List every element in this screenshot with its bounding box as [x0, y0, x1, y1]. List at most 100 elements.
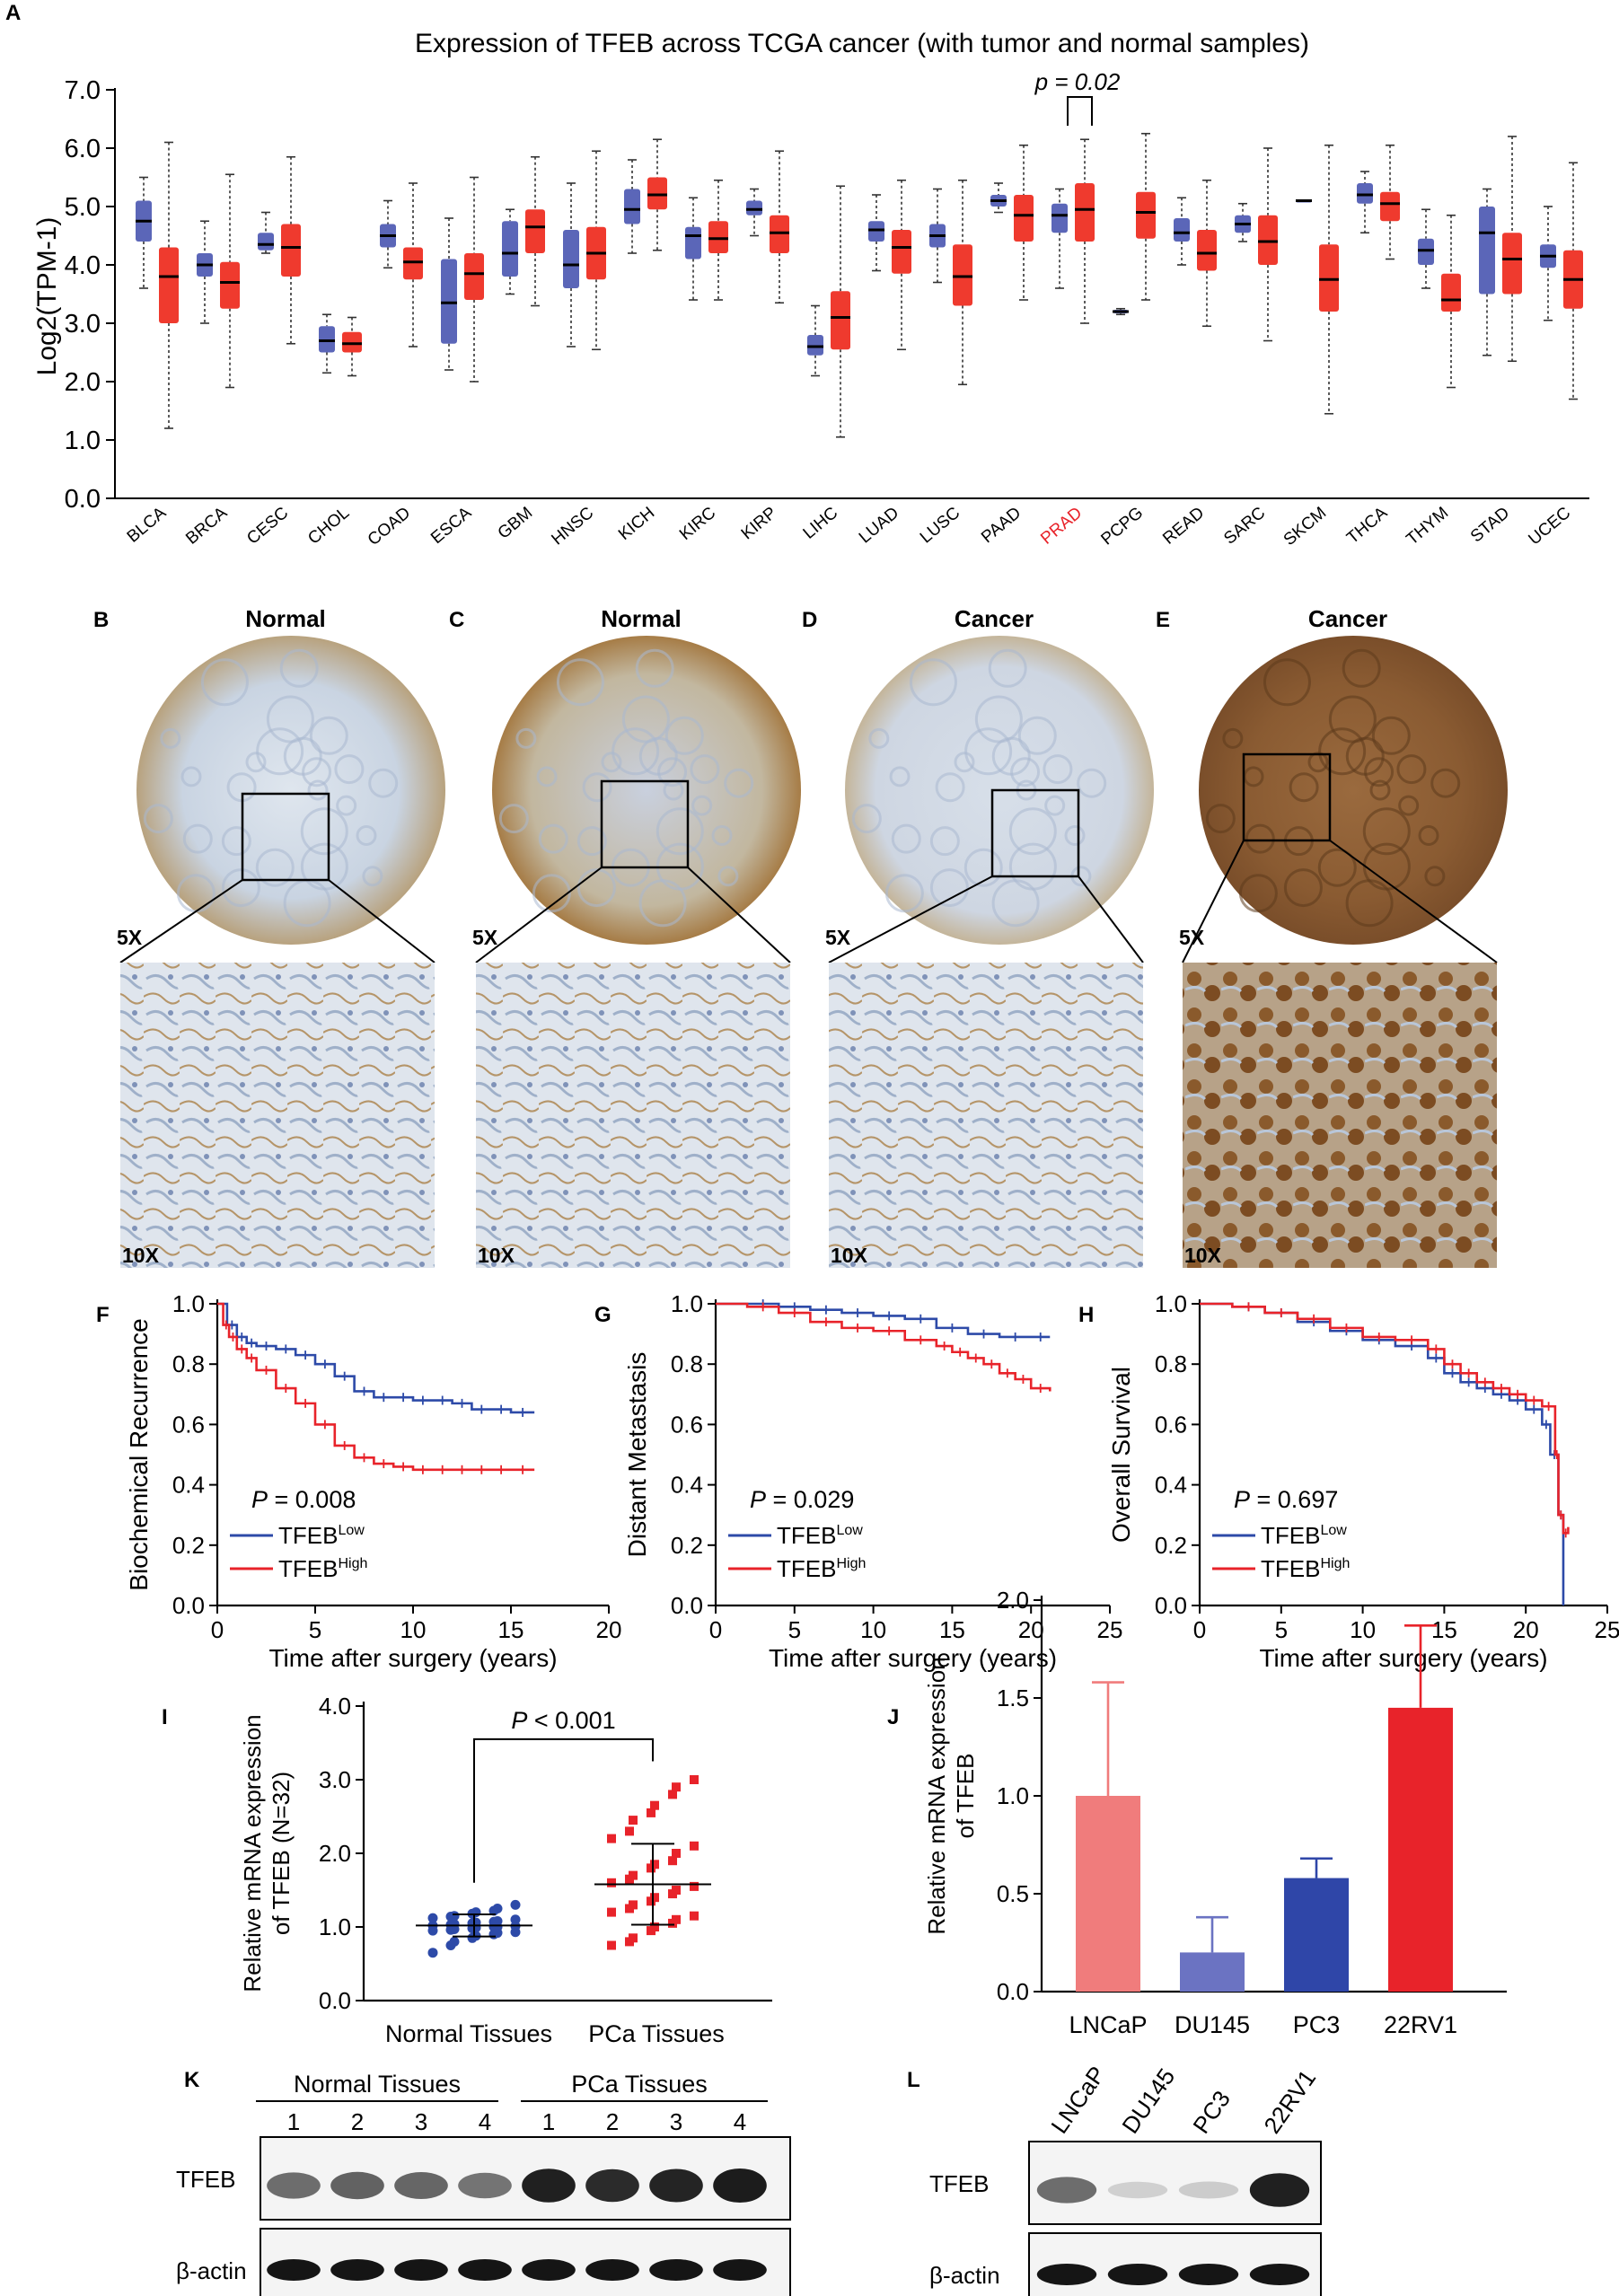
lane-label: 3 [415, 2108, 427, 2135]
data-point [492, 1915, 503, 1926]
gland-structure [245, 752, 267, 773]
gland-structure [1245, 823, 1275, 854]
chart-title: Expression of TFEB across TCGA cancer (w… [415, 29, 1309, 58]
y-tick-label: 3.0 [65, 310, 101, 339]
x-tick-label: ESCA [427, 504, 475, 549]
gland-structure [656, 807, 704, 856]
gland-structure [1396, 754, 1427, 785]
legend-sup: High [836, 1556, 866, 1571]
gland-structure [1238, 874, 1278, 913]
x-tick-label: 0 [709, 1616, 722, 1643]
x-tick-label: LNCaP [1069, 2011, 1147, 2038]
gland-structure [612, 727, 660, 776]
box-normal [868, 221, 884, 242]
y-tick-label: 5.0 [65, 193, 101, 222]
x-tick-label: Normal Tissues [385, 2020, 552, 2047]
box-normal [685, 226, 701, 260]
y-tick-label: 0.8 [1155, 1350, 1187, 1377]
legend-name: TFEB [777, 1522, 836, 1549]
data-point [427, 1913, 438, 1923]
data-point [650, 1893, 659, 1903]
box-normal [1418, 238, 1434, 265]
data-point [668, 1790, 677, 1799]
blot-band [522, 2259, 576, 2281]
box-tumor [220, 261, 240, 309]
gland-structure [638, 879, 687, 928]
panel-label-K: K [184, 2068, 200, 2092]
data-point [650, 1860, 659, 1869]
ihc-title: Normal [245, 605, 326, 632]
legend-sup: Low [1320, 1523, 1347, 1538]
blot-band [1178, 2181, 1239, 2199]
x-tick-label: 25 [1097, 1616, 1123, 1643]
legend-entry: TFEBHigh [777, 1555, 866, 1582]
x-axis-label: Time after surgery (years) [1259, 1644, 1547, 1672]
p-value-label: P = 0.697 [1234, 1486, 1338, 1513]
magnification-label: 10X [831, 1244, 868, 1267]
panel-f-km: F 0.0 0.2 0.4 0.6 0.8 1.0 0 5 10 15 20 Time after su… [96, 1290, 621, 1672]
box-tumor [647, 177, 667, 210]
gland-structure [221, 868, 260, 908]
gland-structure [576, 868, 616, 908]
y-tick-label: 2.0 [997, 1587, 1029, 1614]
data-point [607, 1907, 616, 1917]
zoom-connector [475, 866, 603, 963]
y-tick-label: 2.0 [65, 368, 101, 397]
panel-label-C: C [449, 608, 464, 632]
y-tick-label: 0.4 [671, 1472, 703, 1499]
p-value: < 0.001 [527, 1707, 615, 1734]
y-tick-label: 0.2 [172, 1532, 205, 1559]
y-tick-label: 0.0 [671, 1592, 703, 1619]
lane-label: 22RV1 [1258, 2064, 1321, 2138]
x-tick-label: CHOL [304, 504, 353, 549]
x-tick-label: 5 [309, 1616, 321, 1643]
legend-entry: TFEBHigh [1261, 1555, 1350, 1582]
legend-sup: Low [836, 1523, 863, 1538]
y-tick-label: 1.0 [65, 427, 101, 455]
blot-band [1249, 2173, 1310, 2207]
y-axis-label: of TFEB (N=32) [268, 1772, 295, 1935]
x-tick-label: 0 [1193, 1616, 1206, 1643]
gland-structure [1017, 716, 1057, 755]
legend-name: TFEB [278, 1522, 338, 1549]
panel-k-western-blot: K Normal Tissues PCa Tissues 1 2 3 4 1 2 3 4 TFEB β-… [176, 2068, 791, 2296]
panel-label-F: F [96, 1303, 110, 1327]
legend-sup: High [1320, 1556, 1350, 1571]
x-tick-label: 10 [860, 1616, 886, 1643]
x-tick-label: THYM [1403, 504, 1452, 550]
ihc-title: Cancer [1308, 605, 1387, 632]
gland-structure [1263, 658, 1311, 707]
gland-structure [1371, 716, 1411, 755]
ihc-panels: B Normal 5X 10X C Normal 5X 10X D Cancer 5X 10X E Can… [93, 605, 1508, 1268]
bar-pc3 [1284, 1878, 1349, 1992]
gland-structure [935, 772, 965, 803]
gland-structure [1364, 757, 1395, 787]
x-tick-label: 10 [1350, 1616, 1376, 1643]
gland-structure [691, 795, 713, 816]
lane-label: 2 [606, 2108, 619, 2135]
y-tick-label: 0.0 [319, 1987, 351, 2014]
blot-band [1249, 2264, 1310, 2285]
box-tumor [342, 331, 362, 353]
gland-structure [1222, 727, 1244, 749]
gland-structure [621, 695, 670, 743]
y-tick-label: 0.6 [671, 1411, 703, 1438]
zoom-region-box [1242, 752, 1332, 842]
legend-entry: TFEBHigh [278, 1555, 367, 1582]
y-tick-label: 0.2 [1155, 1532, 1187, 1559]
ihc-title: Normal [601, 605, 682, 632]
zoom-region-box [990, 788, 1080, 878]
gland-structure [1424, 866, 1446, 887]
magnification-label: 5X [117, 926, 143, 949]
box-normal [563, 230, 579, 288]
gland-structure [368, 768, 399, 798]
gland-structure [1077, 768, 1107, 798]
gland-structure [266, 695, 314, 743]
gland-structure [556, 658, 604, 707]
gland-structure [851, 804, 882, 834]
blot-band [585, 2259, 639, 2281]
legend-entry: TFEBLow [1261, 1522, 1347, 1549]
y-tick-label: 1.0 [172, 1290, 205, 1317]
gland-structure [690, 754, 720, 785]
